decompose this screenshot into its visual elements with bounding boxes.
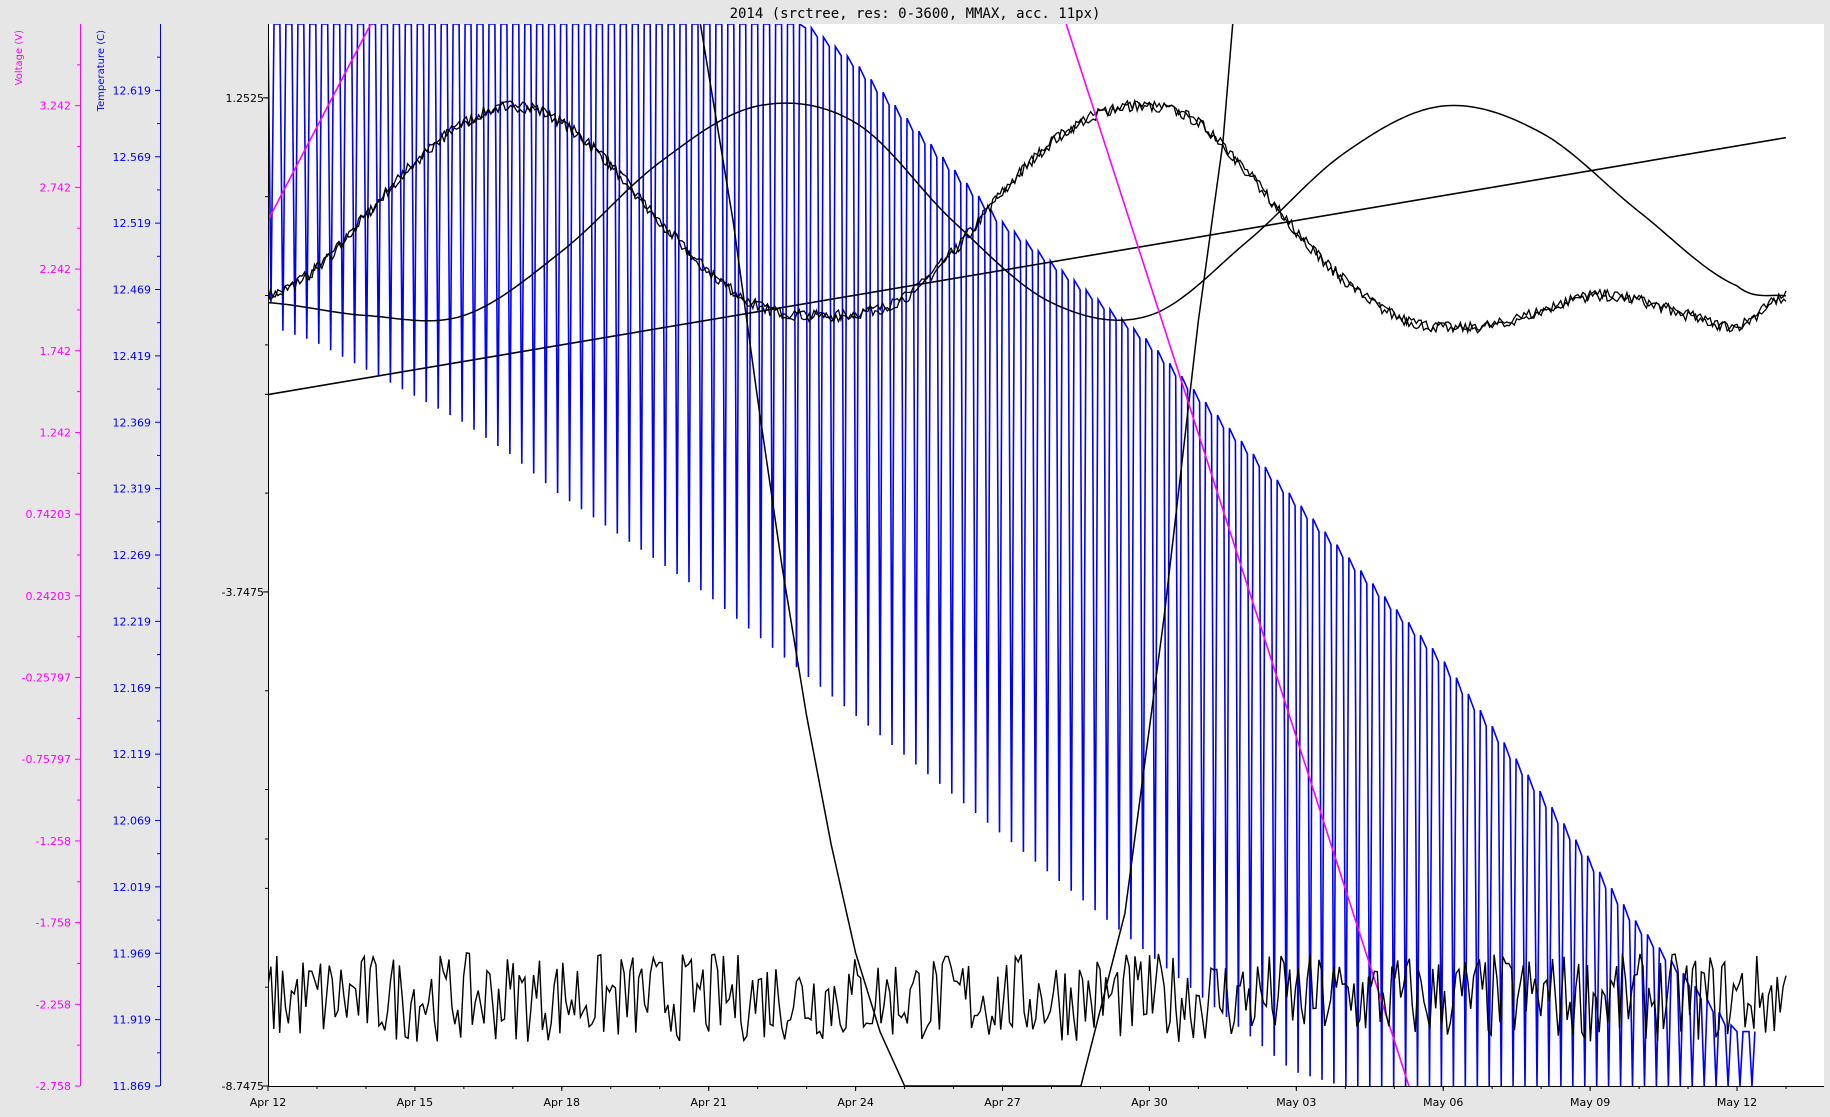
temperature-tick-label: 12.119 xyxy=(113,748,152,761)
steep-curve-series-line xyxy=(699,24,1234,1086)
temperature-tick-label: 12.319 xyxy=(113,483,152,496)
temperature-tick-label: 12.269 xyxy=(113,549,152,562)
voltage-tick-label: 1.742 xyxy=(40,345,72,358)
x-tick-label: May 03 xyxy=(1276,1096,1316,1109)
voltage-tick-label: 1.242 xyxy=(40,426,72,439)
voltage-tick-label: -1.258 xyxy=(36,835,71,848)
x-tick-label: May 06 xyxy=(1423,1096,1463,1109)
x-tick-label: Apr 27 xyxy=(984,1096,1021,1109)
temperature-tick-label: 12.369 xyxy=(113,416,152,429)
x-tick-label: Apr 12 xyxy=(250,1096,287,1109)
temperature-tick-label: 11.919 xyxy=(113,1014,152,1027)
temperature-tick-label: 12.619 xyxy=(113,84,152,97)
voltage-tick-label: 2.742 xyxy=(40,181,72,194)
temperature-tick-label: 12.219 xyxy=(113,615,152,628)
temperature-axis-title: Temperature (C) xyxy=(96,30,107,112)
voltage-tick-label: 0.24203 xyxy=(26,590,72,603)
noisy-sine-series-line xyxy=(268,99,1787,335)
axes-layer: Apr 12 Apr 15 Apr 18 Apr 21 Apr 24 Apr 27 Apr … xyxy=(14,24,1824,1109)
voltage-tick-label: -0.75797 xyxy=(22,753,71,766)
temperature-series-line xyxy=(268,24,1756,1086)
x-tick-label: May 09 xyxy=(1570,1096,1610,1109)
temperature-tick-label: 12.419 xyxy=(113,350,152,363)
smooth-sine-series-line xyxy=(268,102,1787,322)
voltage-tick-label: -1.758 xyxy=(36,917,71,930)
voltage-tick-label: -2.258 xyxy=(36,998,71,1011)
voltage-tick-label: 0.74203 xyxy=(26,508,72,521)
chart-title: 2014 (srctree, res: 0-3600, MMAX, acc. 1… xyxy=(730,6,1101,22)
temperature-tick-label: 12.569 xyxy=(113,151,152,164)
noise-band-series-line xyxy=(268,951,1787,1043)
temperature-tick-label: 12.169 xyxy=(113,682,152,695)
temperature-tick-label: 12.469 xyxy=(113,284,152,297)
x-tick-label: Apr 21 xyxy=(690,1096,727,1109)
temperature-tick-label: 11.969 xyxy=(113,947,152,960)
voltage-tick-label: -0.25797 xyxy=(22,672,71,685)
voltage-tick-label: -2.758 xyxy=(36,1080,71,1093)
primary-tick-label: -8.7475 xyxy=(222,1080,264,1093)
temperature-tick-label: 11.869 xyxy=(113,1080,152,1093)
x-tick-label: May 12 xyxy=(1717,1096,1757,1109)
temperature-tick-label: 12.069 xyxy=(113,815,152,828)
x-tick-label: Apr 18 xyxy=(544,1096,581,1109)
temperature-tick-label: 12.019 xyxy=(113,881,152,894)
x-tick-label: Apr 24 xyxy=(837,1096,874,1109)
voltage-axis-title: Voltage (V) xyxy=(14,30,25,85)
linear-trend-series-line xyxy=(268,136,1787,396)
primary-tick-label: 1.2525 xyxy=(226,92,265,105)
voltage-series-line xyxy=(268,24,372,221)
voltage-series-line xyxy=(1065,24,1410,1086)
x-tick-label: Apr 30 xyxy=(1131,1096,1168,1109)
series-layer xyxy=(268,24,1787,1086)
voltage-tick-label: 2.242 xyxy=(40,263,72,276)
x-tick-label: Apr 15 xyxy=(397,1096,434,1109)
primary-tick-label: -3.7475 xyxy=(222,586,264,599)
temperature-tick-label: 12.519 xyxy=(113,217,152,230)
voltage-tick-label: 3.242 xyxy=(40,100,72,113)
